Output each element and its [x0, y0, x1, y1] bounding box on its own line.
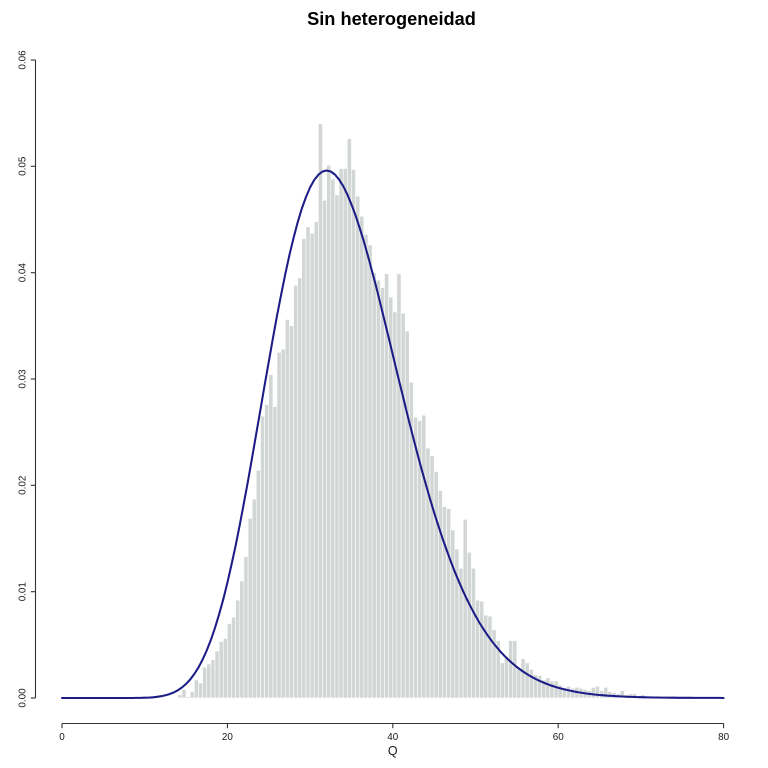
svg-text:80: 80: [718, 732, 729, 743]
svg-text:0.01: 0.01: [18, 582, 29, 602]
svg-text:0.03: 0.03: [18, 369, 29, 389]
svg-text:0: 0: [59, 732, 65, 743]
svg-text:60: 60: [553, 732, 564, 743]
svg-text:0.04: 0.04: [18, 263, 29, 283]
svg-text:0.05: 0.05: [18, 156, 29, 176]
svg-text:0.00: 0.00: [18, 688, 29, 708]
svg-text:0.06: 0.06: [18, 50, 29, 70]
svg-text:20: 20: [222, 732, 233, 743]
svg-text:0.02: 0.02: [18, 476, 29, 495]
svg-text:Sin heterogeneidad: Sin heterogeneidad: [307, 9, 476, 29]
svg-text:40: 40: [387, 732, 398, 743]
svg-text:Q: Q: [388, 744, 398, 758]
